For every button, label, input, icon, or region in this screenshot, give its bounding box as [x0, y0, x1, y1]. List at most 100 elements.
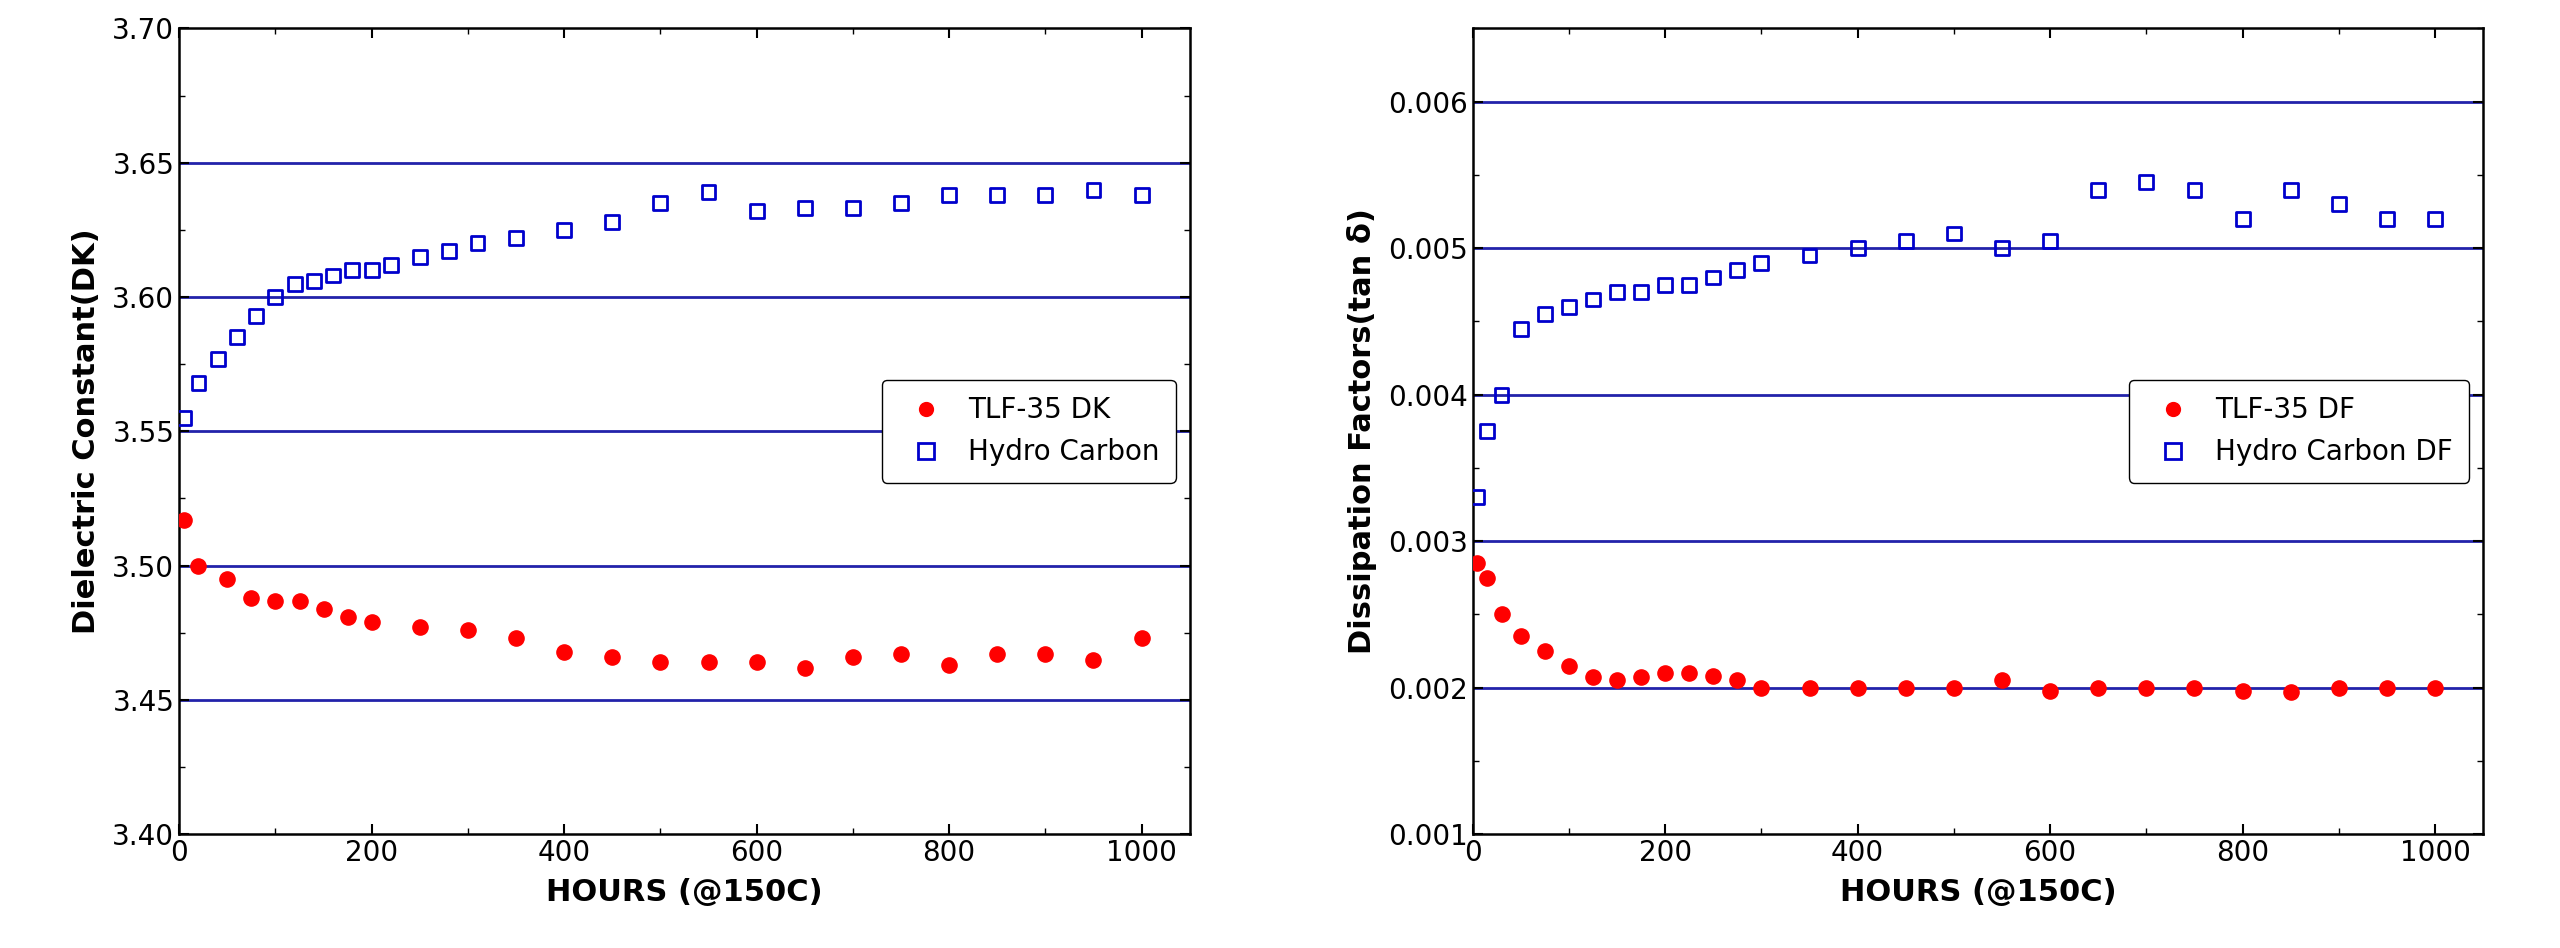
- Hydro Carbon DF: [1523, 306, 1564, 321]
- Y-axis label: Dielectric Constant(DK): Dielectric Constant(DK): [72, 228, 102, 634]
- Hydro Carbon DF: [1549, 300, 1590, 315]
- TLF-35 DK: [1121, 630, 1162, 646]
- TLF-35 DF: [2365, 680, 2406, 695]
- Hydro Carbon DF: [2079, 182, 2120, 197]
- TLF-35 DK: [783, 660, 824, 675]
- Hydro Carbon: [294, 273, 335, 288]
- Hydro Carbon: [1121, 188, 1162, 203]
- TLF-35 DF: [2079, 680, 2120, 695]
- TLF-35 DK: [179, 558, 220, 574]
- Hydro Carbon: [458, 236, 499, 251]
- TLF-35 DK: [399, 620, 440, 635]
- TLF-35 DF: [1572, 670, 1613, 685]
- Hydro Carbon: [783, 201, 824, 216]
- TLF-35 DF: [2319, 680, 2360, 695]
- Hydro Carbon: [428, 244, 468, 259]
- TLF-35 DF: [2414, 680, 2455, 695]
- TLF-35 DF: [2173, 680, 2214, 695]
- Hydro Carbon DF: [2414, 211, 2455, 227]
- TLF-35 DF: [1838, 680, 1879, 695]
- Hydro Carbon: [1073, 182, 1114, 197]
- Y-axis label: Dissipation Factors(tan δ): Dissipation Factors(tan δ): [1347, 209, 1377, 654]
- TLF-35 DF: [1620, 670, 1661, 685]
- Hydro Carbon: [164, 410, 205, 426]
- Hydro Carbon: [179, 375, 220, 391]
- TLF-35 DK: [978, 647, 1019, 662]
- Legend: TLF-35 DF, Hydro Carbon DF: TLF-35 DF, Hydro Carbon DF: [2130, 380, 2470, 483]
- Hydro Carbon: [256, 289, 297, 304]
- TLF-35 DK: [929, 657, 970, 672]
- TLF-35 DF: [2222, 684, 2263, 699]
- Hydro Carbon: [497, 230, 538, 246]
- TLF-35 DK: [328, 610, 369, 625]
- TLF-35 DK: [689, 655, 730, 670]
- TLF-35 DK: [351, 614, 392, 629]
- Hydro Carbon: [312, 268, 353, 283]
- Hydro Carbon DF: [1644, 277, 1684, 292]
- Hydro Carbon DF: [2125, 174, 2166, 190]
- TLF-35 DK: [737, 655, 778, 670]
- Hydro Carbon DF: [1884, 233, 1925, 248]
- Hydro Carbon DF: [2319, 196, 2360, 211]
- Hydro Carbon: [274, 276, 315, 291]
- Hydro Carbon: [399, 249, 440, 264]
- X-axis label: HOURS (@150C): HOURS (@150C): [545, 878, 822, 907]
- TLF-35 DF: [2030, 684, 2071, 699]
- TLF-35 DF: [1644, 665, 1684, 681]
- TLF-35 DF: [1718, 673, 1759, 688]
- TLF-35 DK: [448, 623, 489, 638]
- Hydro Carbon DF: [1838, 241, 1879, 256]
- Hydro Carbon DF: [1620, 284, 1661, 300]
- Hydro Carbon: [1024, 188, 1065, 203]
- TLF-35 DF: [1692, 668, 1733, 684]
- Hydro Carbon DF: [1500, 321, 1541, 337]
- TLF-35 DF: [2271, 684, 2312, 700]
- Hydro Carbon: [737, 204, 778, 219]
- Hydro Carbon: [591, 214, 632, 229]
- Hydro Carbon: [197, 351, 238, 366]
- TLF-35 DK: [640, 655, 681, 670]
- TLF-35 DK: [497, 630, 538, 646]
- TLF-35 DF: [1549, 658, 1590, 673]
- Hydro Carbon: [881, 195, 922, 210]
- Hydro Carbon: [236, 308, 276, 323]
- Hydro Carbon DF: [1692, 270, 1733, 285]
- TLF-35 DK: [543, 644, 584, 659]
- TLF-35 DK: [302, 601, 343, 616]
- TLF-35 DF: [1523, 644, 1564, 659]
- Hydro Carbon DF: [2030, 233, 2071, 248]
- TLF-35 DK: [207, 572, 248, 587]
- TLF-35 DK: [832, 649, 873, 665]
- TLF-35 DF: [1467, 571, 1508, 586]
- Hydro Carbon DF: [1457, 490, 1498, 505]
- Hydro Carbon DF: [1933, 226, 1974, 241]
- Hydro Carbon DF: [1741, 255, 1782, 270]
- Hydro Carbon: [351, 263, 392, 278]
- TLF-35 DK: [256, 592, 297, 608]
- Hydro Carbon DF: [2365, 211, 2406, 227]
- TLF-35 DF: [1500, 629, 1541, 644]
- Legend: TLF-35 DK, Hydro Carbon: TLF-35 DK, Hydro Carbon: [881, 380, 1175, 483]
- TLF-35 DF: [1933, 680, 1974, 695]
- Hydro Carbon DF: [1482, 387, 1523, 402]
- Hydro Carbon: [640, 195, 681, 210]
- Hydro Carbon DF: [1718, 263, 1759, 278]
- Hydro Carbon: [543, 222, 584, 237]
- TLF-35 DF: [1482, 607, 1523, 622]
- Hydro Carbon: [333, 263, 374, 278]
- TLF-35 DF: [1457, 556, 1498, 571]
- Hydro Carbon: [978, 188, 1019, 203]
- TLF-35 DK: [881, 647, 922, 662]
- Hydro Carbon DF: [1572, 292, 1613, 307]
- TLF-35 DF: [1669, 665, 1710, 681]
- TLF-35 DF: [1597, 673, 1638, 688]
- TLF-35 DK: [164, 513, 205, 528]
- Hydro Carbon: [218, 330, 259, 345]
- TLF-35 DF: [1884, 680, 1925, 695]
- TLF-35 DK: [230, 591, 271, 606]
- TLF-35 DF: [1789, 680, 1830, 695]
- TLF-35 DF: [1981, 673, 2022, 688]
- Hydro Carbon: [929, 188, 970, 203]
- X-axis label: HOURS (@150C): HOURS (@150C): [1841, 878, 2117, 907]
- Hydro Carbon: [371, 257, 412, 272]
